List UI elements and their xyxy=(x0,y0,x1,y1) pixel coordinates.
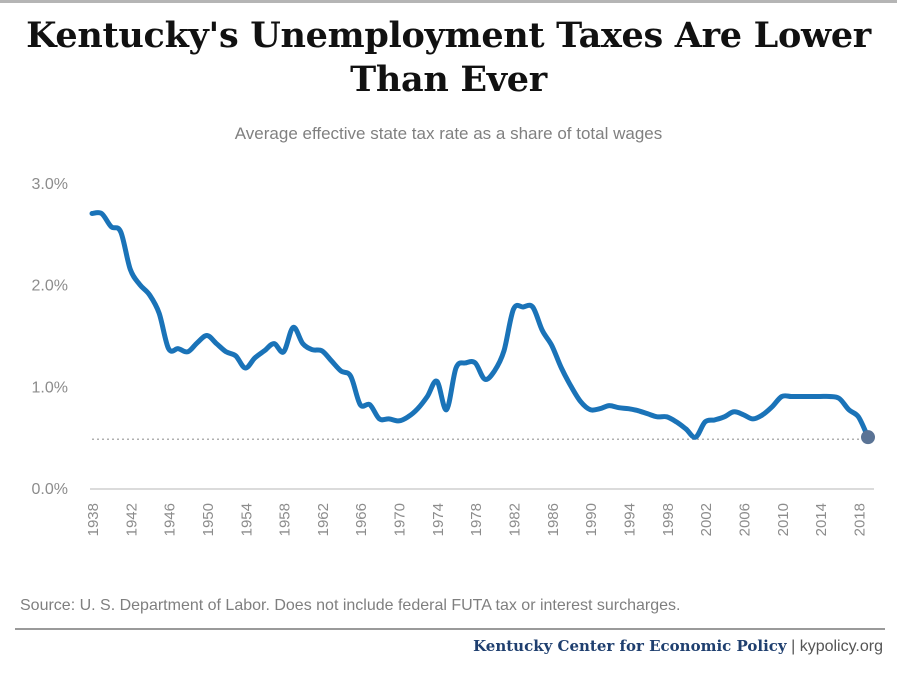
x-tick-label: 1998 xyxy=(660,503,677,536)
x-tick-label: 2018 xyxy=(851,503,868,536)
x-tick-label: 1942 xyxy=(123,503,140,536)
y-tick-label: 2.0% xyxy=(32,278,68,295)
x-tick-label: 1974 xyxy=(430,503,447,536)
x-tick-label: 1938 xyxy=(85,503,102,536)
y-tick-label: 1.0% xyxy=(32,379,68,396)
source-note: Source: U. S. Department of Labor. Does … xyxy=(20,597,681,614)
x-tick-label: 2014 xyxy=(813,503,830,536)
x-tick-label: 1990 xyxy=(583,503,600,536)
footer-separator: | xyxy=(791,638,796,655)
x-tick-label: 2002 xyxy=(698,503,715,536)
x-tick-label: 1946 xyxy=(162,503,179,536)
series-line xyxy=(89,210,871,440)
footer: Kentucky Center for Economic Policy | ky… xyxy=(473,637,883,656)
x-tick-label: 1950 xyxy=(200,503,217,536)
y-tick-label: 3.0% xyxy=(32,176,68,193)
x-tick-label: 1978 xyxy=(468,503,485,536)
x-tick-label: 1954 xyxy=(238,503,255,536)
top-rule xyxy=(0,0,897,3)
footer-site[interactable]: kypolicy.org xyxy=(799,638,883,655)
x-tick-label: 2006 xyxy=(736,503,753,536)
x-tick-label: 1962 xyxy=(315,503,332,536)
line-chart: 0.0% 1.0% 2.0% 3.0% 1938 1942 1946 1950 1954 1958… xyxy=(32,176,875,536)
x-tick-label: 1970 xyxy=(392,503,409,536)
page-title: Kentucky's Unemployment Taxes Are Lower … xyxy=(26,15,871,100)
chart-subtitle: Average effective state tax rate as a sh… xyxy=(234,124,663,143)
x-tick-label: 1966 xyxy=(353,503,370,536)
end-point-marker xyxy=(861,430,875,445)
x-tick-label: 1994 xyxy=(621,503,638,536)
bottom-rule xyxy=(15,628,885,630)
footer-org: Kentucky Center for Economic Policy xyxy=(473,637,787,655)
x-tick-label: 2010 xyxy=(775,503,792,536)
x-tick-label: 1986 xyxy=(545,503,562,536)
y-tick-label: 0.0% xyxy=(32,481,68,498)
x-tick-label: 1958 xyxy=(277,503,294,536)
x-tick-label: 1982 xyxy=(507,503,524,536)
